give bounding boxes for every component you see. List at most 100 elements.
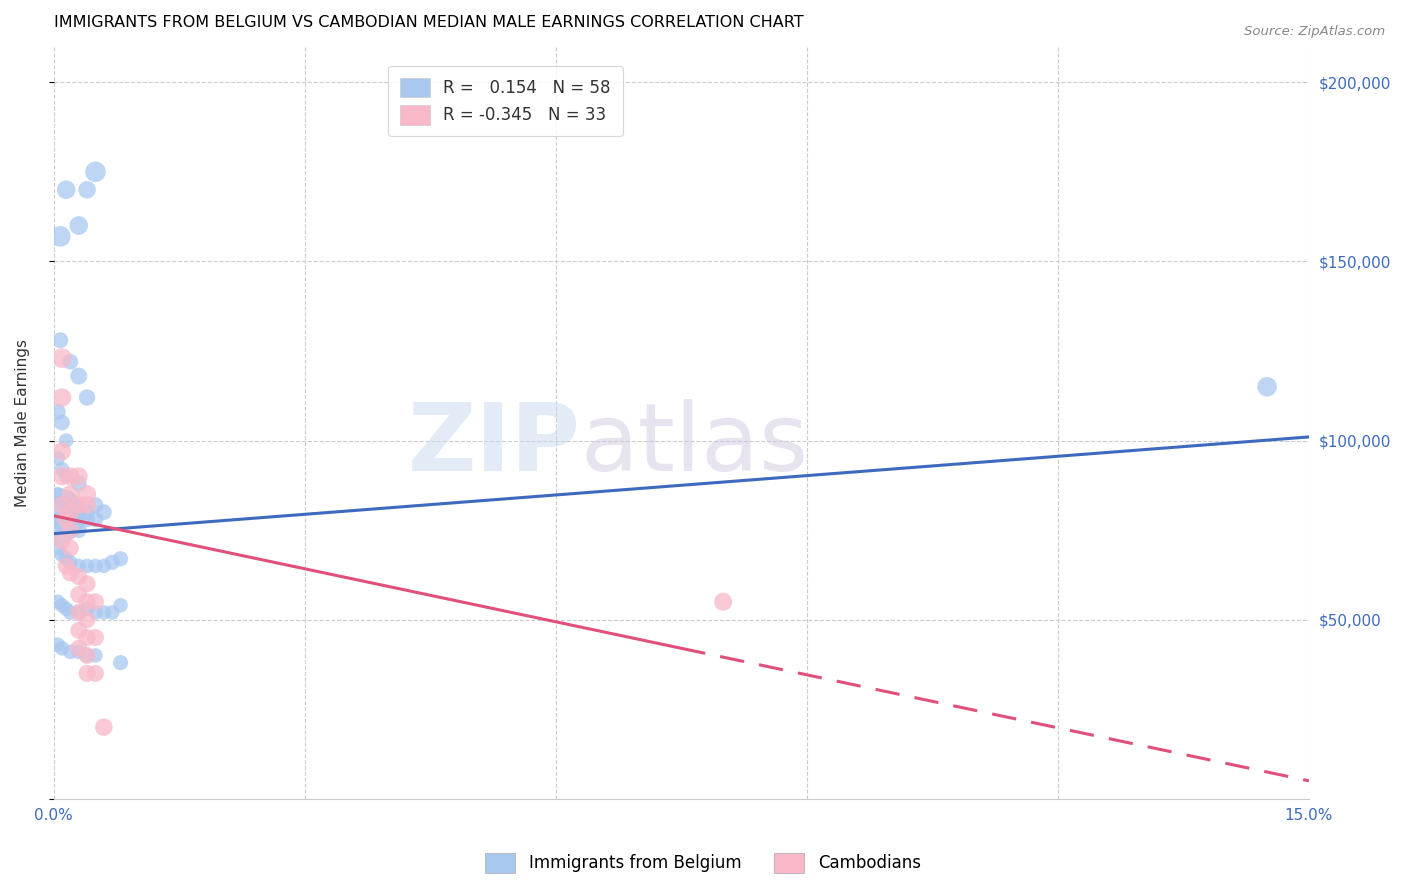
Point (67, 369, 90, 384)
Y-axis label: Median Male Earnings: Median Male Earnings (15, 339, 30, 507)
Point (46, 451, 69, 466)
Point (76, 505, 98, 519)
Point (49, 333, 72, 347)
Point (51, 519, 73, 533)
Point (59, 487, 82, 501)
Point (51, 548, 73, 562)
Point (67, 469, 90, 483)
Point (76, 631, 98, 645)
Point (93, 505, 115, 519)
Point (110, 656, 132, 670)
Point (67, 624, 90, 638)
Point (76, 391, 98, 405)
Point (67, 569, 90, 583)
Point (51, 391, 73, 405)
Point (110, 551, 132, 566)
Point (76, 648, 98, 663)
Point (59, 354, 82, 368)
Point (59, 606, 82, 620)
Point (59, 541, 82, 555)
Point (93, 606, 115, 620)
Point (59, 469, 82, 483)
Point (76, 595, 98, 609)
Point (51, 462, 73, 476)
Point (76, 666, 98, 681)
Point (51, 444, 73, 458)
Point (55, 469, 77, 483)
Point (55, 558, 77, 573)
Point (59, 505, 82, 519)
Text: ZIP: ZIP (408, 400, 581, 491)
Point (76, 487, 98, 501)
Text: atlas: atlas (581, 400, 808, 491)
Point (84, 165, 107, 179)
Point (59, 566, 82, 580)
Point (55, 602, 77, 616)
Point (84, 498, 107, 512)
Point (76, 558, 98, 573)
Point (46, 508, 69, 523)
Point (76, 602, 98, 616)
Text: IMMIGRANTS FROM BELGIUM VS CAMBODIAN MEDIAN MALE EARNINGS CORRELATION CHART: IMMIGRANTS FROM BELGIUM VS CAMBODIAN MED… (53, 15, 803, 30)
Point (51, 599, 73, 613)
Point (84, 631, 107, 645)
Point (67, 606, 90, 620)
Point (1256, 380, 1278, 394)
Point (76, 576, 98, 591)
Point (67, 588, 90, 602)
Point (49, 229, 72, 244)
Point (46, 487, 69, 501)
Point (76, 648, 98, 663)
Legend: Immigrants from Belgium, Cambodians: Immigrants from Belgium, Cambodians (478, 847, 928, 880)
Point (76, 183, 98, 197)
Point (67, 498, 90, 512)
Point (46, 512, 69, 526)
Point (76, 613, 98, 627)
Legend: R =   0.154   N = 58, R = -0.345   N = 33: R = 0.154 N = 58, R = -0.345 N = 33 (388, 66, 623, 136)
Point (59, 516, 82, 530)
Point (59, 523, 82, 537)
Point (63, 508, 86, 523)
Point (67, 558, 90, 573)
Point (67, 606, 90, 620)
Point (76, 498, 98, 512)
Point (67, 476, 90, 491)
Point (101, 606, 124, 620)
Point (67, 505, 90, 519)
Point (46, 541, 69, 555)
Point (84, 595, 107, 609)
Point (51, 416, 73, 430)
Point (84, 558, 107, 573)
Point (55, 512, 77, 526)
Point (67, 641, 90, 656)
Point (46, 595, 69, 609)
Point (67, 523, 90, 537)
Point (46, 638, 69, 652)
Point (101, 555, 124, 569)
Point (51, 498, 73, 512)
Point (55, 434, 77, 448)
Point (93, 720, 115, 734)
Point (51, 469, 73, 483)
Point (76, 512, 98, 526)
Point (84, 666, 107, 681)
Point (51, 641, 73, 656)
Point (55, 183, 77, 197)
Point (93, 558, 115, 573)
Point (51, 494, 73, 508)
Point (711, 595, 734, 609)
Point (55, 551, 77, 566)
Point (84, 606, 107, 620)
Point (51, 533, 73, 548)
Point (67, 645, 90, 659)
Point (84, 512, 107, 526)
Point (46, 405, 69, 419)
Point (59, 645, 82, 659)
Point (59, 494, 82, 508)
Point (84, 648, 107, 663)
Point (59, 555, 82, 569)
Point (110, 599, 132, 613)
Point (67, 219, 90, 233)
Point (51, 351, 73, 365)
Text: Source: ZipAtlas.com: Source: ZipAtlas.com (1244, 25, 1385, 38)
